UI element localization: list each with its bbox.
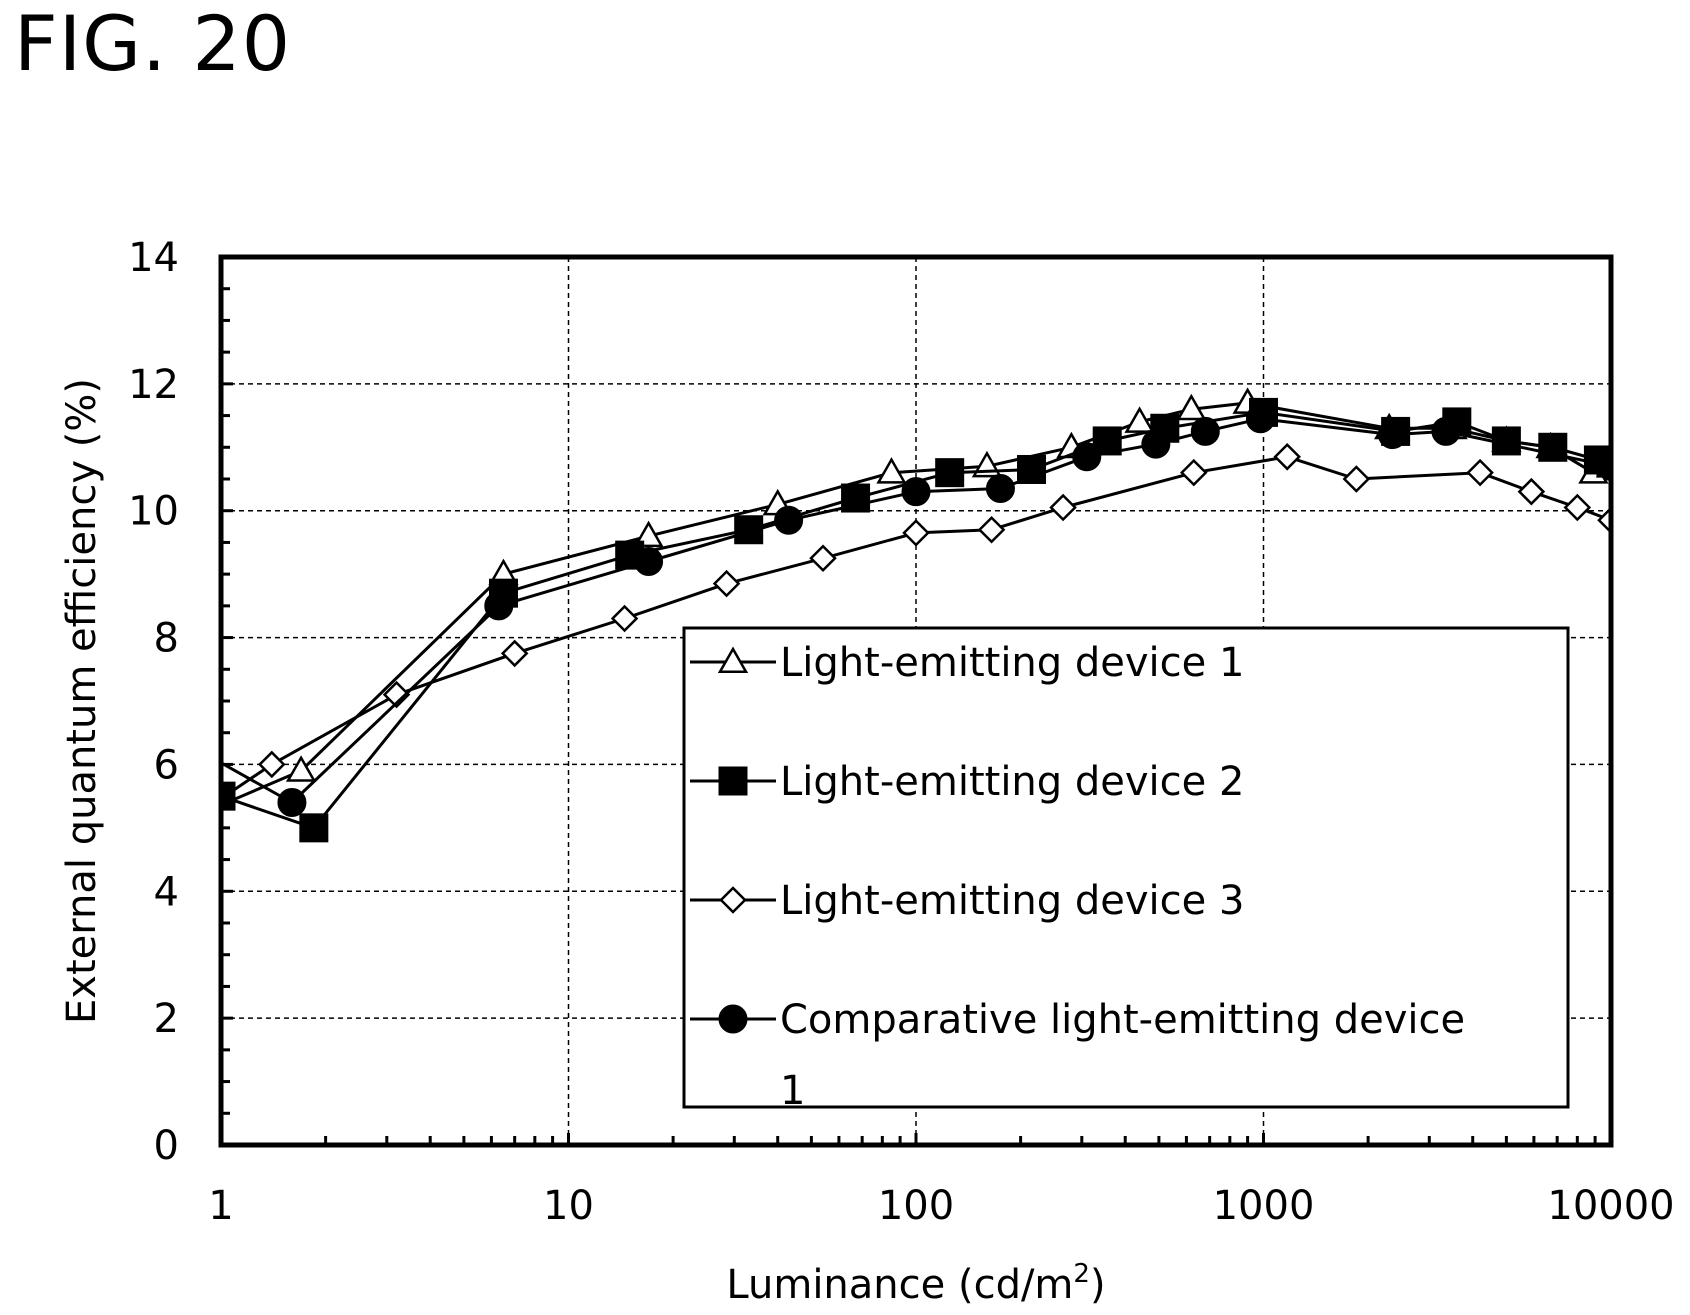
series-point — [1563, 493, 1592, 522]
legend-entry-3: Light-emitting device 3 — [690, 878, 1244, 924]
series-point — [633, 520, 664, 548]
series-point — [488, 578, 518, 608]
series-point — [1596, 448, 1611, 478]
series-point — [166, 816, 190, 840]
figure-label: FIG. 20 — [14, 0, 292, 88]
series-point — [1517, 477, 1546, 506]
series-point — [1092, 426, 1122, 456]
legend-label: Light-emitting device 1 — [780, 640, 1244, 686]
series-point — [1049, 493, 1077, 522]
legend: Light-emitting device 1 Light-emitting de… — [682, 626, 1570, 1114]
series-point — [1273, 443, 1301, 471]
series-point — [902, 519, 930, 547]
axis-ticks — [219, 255, 1613, 1147]
x-tick-label: 100 — [878, 1183, 954, 1229]
series-point — [841, 483, 871, 513]
series-point — [154, 815, 180, 838]
y-tick-label: 0 — [154, 1123, 179, 1169]
y-tick-label: 4 — [154, 869, 179, 915]
legend-label: Light-emitting device 3 — [780, 878, 1244, 924]
series-point — [977, 515, 1006, 544]
y-tick-label: 12 — [128, 362, 179, 408]
series-point — [1180, 458, 1208, 487]
series-point — [277, 787, 307, 817]
series-point — [1466, 458, 1494, 487]
series-point — [500, 639, 529, 668]
legend-swatch-marker — [717, 646, 749, 673]
x-tick-label: 1 — [208, 1183, 233, 1229]
series-point — [1176, 393, 1207, 421]
series-point — [935, 458, 965, 488]
legend-swatch-marker — [719, 886, 747, 914]
legend-entry-1: Light-emitting device 1 — [690, 640, 1244, 686]
legend-swatch-marker — [718, 766, 748, 796]
axis-tick-labels: 0 2 4 6 8 10 12 14 1 10 100 1000 10000 — [128, 235, 1675, 1229]
series-point — [285, 755, 317, 782]
x-axis-title-superscript: 2 — [1073, 1259, 1090, 1289]
series-point — [1150, 413, 1180, 443]
series-point — [985, 474, 1015, 504]
x-tick-label: 10000 — [1547, 1183, 1674, 1229]
legend-label-continued: 1 — [780, 1068, 805, 1114]
legend-swatch-marker — [718, 1004, 748, 1034]
series-point — [258, 750, 286, 779]
series-point — [615, 540, 645, 570]
x-tick-label: 1000 — [1213, 1183, 1315, 1229]
series-point — [1491, 426, 1521, 456]
y-tick-label: 2 — [154, 996, 179, 1042]
series-point — [1442, 407, 1472, 437]
series-point — [382, 680, 411, 709]
y-tick-label: 14 — [128, 235, 179, 281]
series-point — [774, 505, 804, 535]
series-3 — [166, 443, 1611, 840]
series-point — [299, 813, 329, 843]
legend-entry-2: Light-emitting device 2 — [690, 759, 1244, 805]
series-point — [1597, 506, 1611, 534]
series-point — [1017, 454, 1047, 484]
legend-label: Light-emitting device 2 — [780, 759, 1244, 805]
series-point — [712, 569, 741, 598]
y-axis-title: External quantum efficiency (%) — [59, 378, 105, 1024]
series-point — [1538, 432, 1568, 462]
y-tick-label: 6 — [154, 742, 179, 788]
x-tick-label: 10 — [543, 1183, 594, 1229]
legend-entry-4: Comparative light-emitting device 1 — [690, 997, 1465, 1114]
y-tick-label: 10 — [128, 489, 179, 535]
series-point — [1190, 416, 1220, 446]
x-axis-title: Luminance (cd/m2) — [726, 1259, 1105, 1308]
series-point — [876, 457, 907, 484]
series-point — [1342, 465, 1371, 493]
series-point — [734, 515, 764, 545]
series-point — [809, 544, 837, 573]
legend-label: Comparative light-emitting device — [780, 997, 1465, 1043]
series-point — [610, 604, 639, 633]
series-point — [1249, 397, 1278, 427]
series-point — [1124, 406, 1155, 433]
y-tick-label: 8 — [154, 616, 179, 662]
series-point — [1381, 416, 1411, 446]
legend-box — [682, 626, 1570, 1109]
